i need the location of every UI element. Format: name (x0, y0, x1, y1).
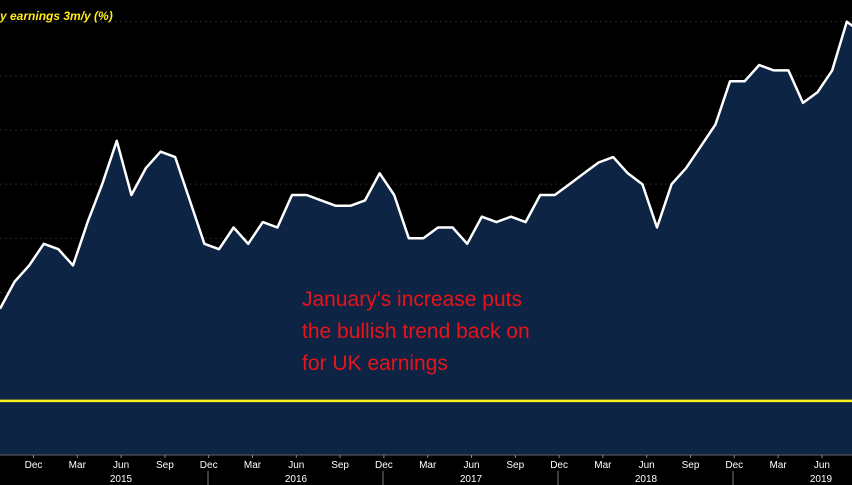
x-tick-label: Mar (769, 460, 787, 471)
x-tick-label: Dec (375, 460, 393, 471)
x-year-label: 2016 (285, 474, 308, 485)
x-tick-label: Sep (682, 460, 700, 471)
annotation-line-3: for UK earnings (302, 352, 448, 375)
x-tick-label: Jun (463, 460, 479, 471)
x-tick-label: Mar (419, 460, 437, 471)
annotation-line-1: January's increase puts (302, 288, 522, 311)
x-tick-label: Sep (156, 460, 174, 471)
x-tick-label: Mar (594, 460, 612, 471)
series-area (0, 21, 852, 455)
x-year-label: 2015 (110, 474, 133, 485)
x-tick-label: Dec (725, 460, 743, 471)
x-tick-label: Mar (69, 460, 87, 471)
x-tick-label: Jun (288, 460, 304, 471)
x-tick-label: Sep (331, 460, 349, 471)
x-tick-label: Dec (25, 460, 43, 471)
legend-label: y earnings 3m/y (%) (0, 9, 113, 23)
x-year-label: 2017 (460, 474, 483, 485)
x-tick-label: Jun (639, 460, 655, 471)
x-tick-label: Dec (200, 460, 218, 471)
x-tick-label: Jun (113, 460, 129, 471)
x-tick-label: Sep (506, 460, 524, 471)
x-tick-label: Mar (244, 460, 262, 471)
x-tick-label: Dec (550, 460, 568, 471)
annotation-text: January's increase puts the bullish tren… (302, 284, 530, 380)
series-line (0, 20, 852, 310)
x-year-label: 2019 (810, 474, 833, 485)
x-axis: Dec Mar Jun Sep Dec Mar Jun Sep Dec Mar Jun Sep Dec M… (0, 454, 852, 485)
x-tick-label: Jun (814, 460, 830, 471)
x-year-label: 2018 (635, 474, 658, 485)
annotation-line-2: the bullish trend back on (302, 320, 530, 343)
